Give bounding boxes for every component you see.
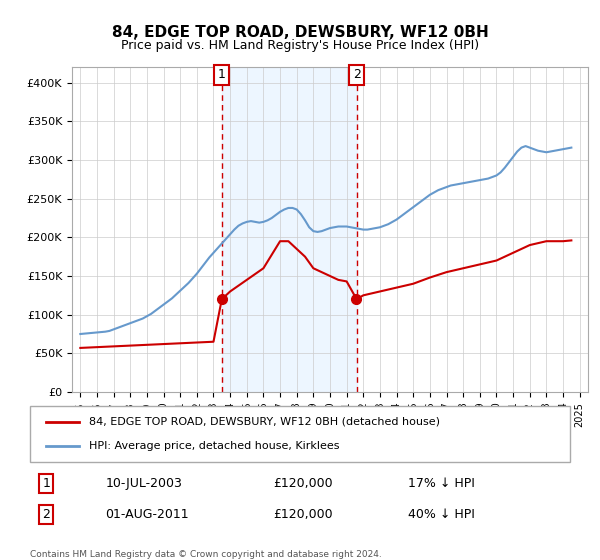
Text: 17% ↓ HPI: 17% ↓ HPI [408,477,475,490]
FancyBboxPatch shape [30,406,570,462]
Text: HPI: Average price, detached house, Kirklees: HPI: Average price, detached house, Kirk… [89,441,340,451]
Text: 2: 2 [353,68,361,81]
Text: 40% ↓ HPI: 40% ↓ HPI [408,508,475,521]
Text: 10-JUL-2003: 10-JUL-2003 [106,477,182,490]
Text: 2: 2 [42,508,50,521]
Text: £120,000: £120,000 [273,508,332,521]
Text: 84, EDGE TOP ROAD, DEWSBURY, WF12 0BH (detached house): 84, EDGE TOP ROAD, DEWSBURY, WF12 0BH (d… [89,417,440,427]
Bar [222,67,356,392]
Text: 1: 1 [42,477,50,490]
Text: Price paid vs. HM Land Registry's House Price Index (HPI): Price paid vs. HM Land Registry's House … [121,39,479,52]
Text: Contains HM Land Registry data © Crown copyright and database right 2024.
This d: Contains HM Land Registry data © Crown c… [30,550,382,560]
Text: £120,000: £120,000 [273,477,332,490]
Text: 01-AUG-2011: 01-AUG-2011 [106,508,189,521]
Text: 1: 1 [218,68,226,81]
Text: 84, EDGE TOP ROAD, DEWSBURY, WF12 0BH: 84, EDGE TOP ROAD, DEWSBURY, WF12 0BH [112,25,488,40]
